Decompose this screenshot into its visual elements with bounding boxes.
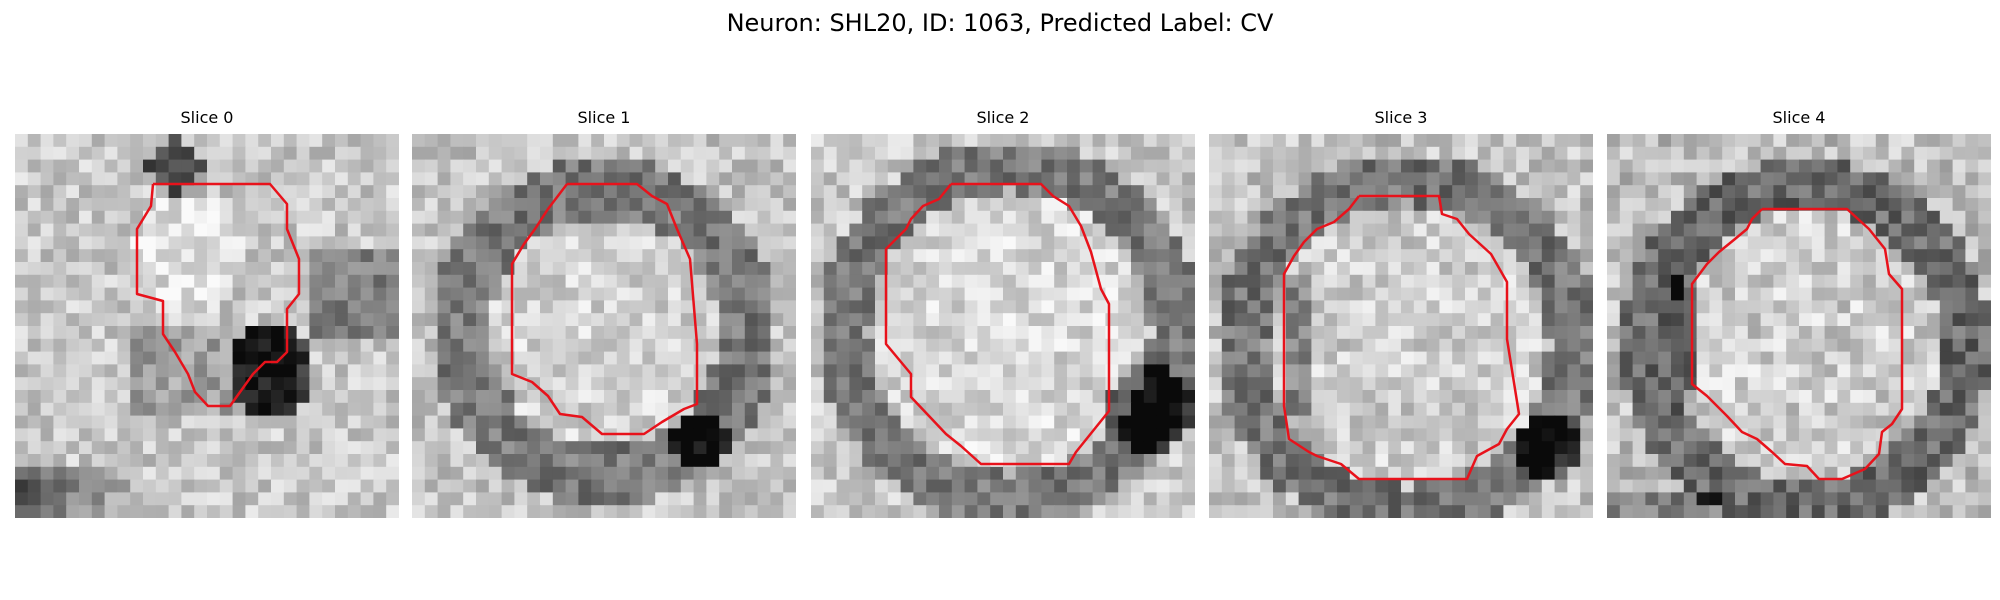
slice-contour-3: [1282, 194, 1521, 481]
slice-image-4: [1607, 134, 1991, 518]
slice-title-3: Slice 3: [1374, 108, 1428, 127]
slice-contour-2: [884, 182, 1111, 466]
slice-image-0-pixels: [15, 134, 399, 518]
slice-contour-0: [135, 182, 301, 408]
slice-image-1: [412, 134, 796, 518]
slice-image-3: [1209, 134, 1593, 518]
slice-title-2: Slice 2: [976, 108, 1030, 127]
figure-title: Neuron: SHL20, ID: 1063, Predicted Label…: [726, 9, 1274, 37]
slice-contour-1: [510, 182, 699, 436]
contour-line-2: [884, 182, 1111, 466]
slice-title-0: Slice 0: [180, 108, 234, 127]
slice-image-1-pixels: [412, 134, 796, 518]
slice-title-1: Slice 1: [577, 108, 631, 127]
slice-panel-4: Slice 4: [1607, 108, 1991, 518]
slice-contour-4: [1690, 207, 1904, 481]
slice-panel-3: Slice 3: [1209, 108, 1593, 518]
slice-image-4-pixels: [1607, 134, 1991, 518]
slice-title-4: Slice 4: [1772, 108, 1826, 127]
slice-image-2: [811, 134, 1195, 518]
slice-panel-2: Slice 2: [811, 108, 1195, 518]
contour-line-3: [1282, 194, 1521, 481]
slice-panel-0: Slice 0: [15, 108, 399, 518]
contour-line-0: [135, 182, 301, 408]
slice-panel-1: Slice 1: [412, 108, 796, 518]
slice-image-0: [15, 134, 399, 518]
slice-image-2-pixels: [811, 134, 1195, 518]
contour-line-1: [510, 182, 699, 436]
contour-line-4: [1690, 207, 1904, 481]
